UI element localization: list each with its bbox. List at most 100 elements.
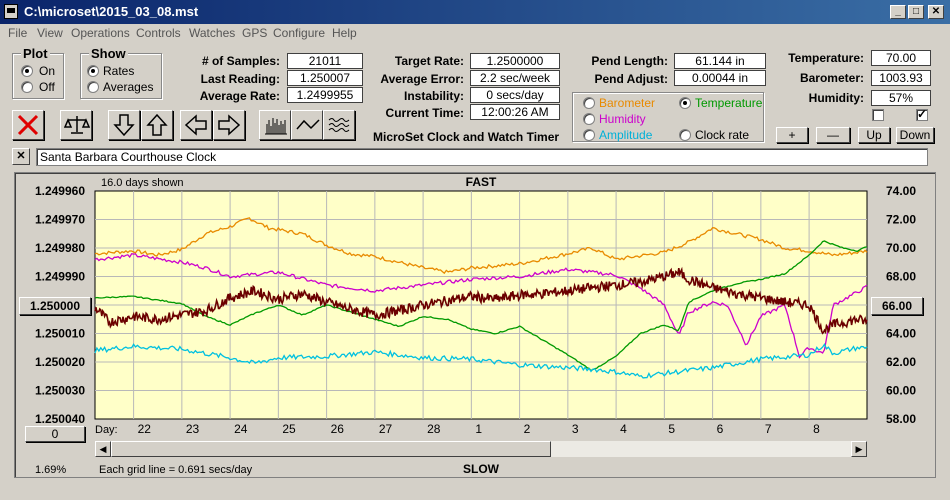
pend-length-field: 61.144 in <box>674 53 766 69</box>
red-x-icon <box>17 114 39 136</box>
left-tick-label: 1.249960 <box>35 184 85 198</box>
menu-controls[interactable]: Controls <box>136 26 181 40</box>
menu-configure[interactable]: Configure <box>273 26 326 40</box>
humidity-option-label: Humidity <box>599 112 646 126</box>
bar-view-button[interactable] <box>259 110 291 140</box>
up-button[interactable]: Up <box>858 127 890 143</box>
left-center-button[interactable]: 1.250000 <box>19 297 91 315</box>
minimize-button[interactable]: _ <box>890 5 906 19</box>
day-tick-label: 4 <box>620 422 627 436</box>
temperature-radio[interactable] <box>679 97 691 109</box>
line-view-button[interactable] <box>291 110 323 140</box>
series-line-clock-rate <box>94 266 868 335</box>
plot-on-radio[interactable] <box>21 65 33 77</box>
amplitude-option-label: Amplitude <box>599 128 653 142</box>
right-center-button[interactable]: 66.00 <box>871 297 923 315</box>
menu-help[interactable]: Help <box>332 26 357 40</box>
temperature-option-label: Temperature <box>695 96 763 110</box>
day-tick-label: 26 <box>331 422 345 436</box>
clock-name-field[interactable]: Santa Barbara Courthouse Clock <box>36 148 928 166</box>
day-tick-label: 23 <box>186 422 200 436</box>
samples-label: # of Samples: <box>201 54 280 68</box>
close-clock-button[interactable]: ✕ <box>12 148 30 165</box>
plot-off-label: Off <box>39 80 55 94</box>
arrow-down-button[interactable] <box>108 110 140 140</box>
show-averages-radio[interactable] <box>87 81 99 93</box>
day-tick-label: 24 <box>234 422 248 436</box>
wave-view-button[interactable] <box>323 110 355 140</box>
humidity-label: Humidity: <box>808 91 864 105</box>
option-checkbox-1[interactable] <box>872 109 884 121</box>
left-tick-label: 1.250010 <box>35 327 85 341</box>
menu-view[interactable]: View <box>37 26 63 40</box>
scroll-left-button[interactable]: ◀ <box>95 441 111 457</box>
minus-button[interactable]: — <box>816 127 850 143</box>
menu-file[interactable]: File <box>8 26 28 40</box>
day-axis-label: Day: <box>95 424 118 436</box>
percent-label: 1.69% <box>35 464 66 476</box>
plot-off-radio[interactable] <box>21 81 33 93</box>
fast-label: FAST <box>466 175 497 189</box>
series-line-temperature <box>94 240 868 372</box>
barometer-label: Barometer: <box>799 71 864 85</box>
day-tick-label: 1 <box>475 422 482 436</box>
day-tick-label: 22 <box>138 422 152 436</box>
arrow-left-icon <box>184 114 207 136</box>
day-tick-label: 3 <box>572 422 579 436</box>
close-button[interactable]: ✕ <box>928 5 944 19</box>
last-reading-field: 1.250007 <box>287 70 363 86</box>
right-tick-label: 72.00 <box>886 213 916 227</box>
menu-watches[interactable]: Watches <box>189 26 236 40</box>
average-error-field: 2.2 sec/week <box>470 70 560 86</box>
left-tick-label: 1.250040 <box>35 412 85 426</box>
plot-on-label: On <box>39 64 56 78</box>
day-tick-label: 27 <box>379 422 393 436</box>
option-checkbox-2[interactable] <box>916 107 928 121</box>
day-tick-label: 8 <box>813 422 820 436</box>
average-error-label: Average Error: <box>380 72 464 86</box>
left-tick-label: 1.249980 <box>35 241 85 255</box>
right-tick-label: 64.00 <box>886 327 916 341</box>
horizontal-scrollbar[interactable]: ◀ ▶ <box>95 441 867 457</box>
show-rates-radio[interactable] <box>87 65 99 77</box>
clear-button[interactable] <box>12 110 44 140</box>
scroll-right-button[interactable]: ▶ <box>851 441 867 457</box>
amplitude-radio[interactable] <box>583 129 595 141</box>
balance-button[interactable] <box>60 110 92 140</box>
scrollbar-thumb[interactable] <box>111 441 551 457</box>
pend-adjust-field: 0.00044 in <box>674 70 766 86</box>
show-averages-label: Averages <box>103 80 154 94</box>
barometer-radio[interactable] <box>583 97 595 109</box>
arrow-right-icon <box>218 114 241 136</box>
right-tick-label: 74.00 <box>886 184 916 198</box>
clock-rate-option-label: Clock rate <box>695 128 750 142</box>
arrow-up-icon <box>146 114 168 136</box>
menu-gps[interactable]: GPS <box>242 26 268 40</box>
show-group-title: Show <box>89 46 128 61</box>
grid-note-label: Each grid line = 0.691 secs/day <box>99 464 253 476</box>
arrow-right-button[interactable] <box>213 110 245 140</box>
day-tick-label: 28 <box>427 422 441 436</box>
maximize-button[interactable]: □ <box>908 5 924 19</box>
down-button[interactable]: Down <box>896 127 934 143</box>
humidity-radio[interactable] <box>583 113 595 125</box>
app-icon[interactable] <box>4 4 18 19</box>
clock-rate-radio[interactable] <box>679 129 691 141</box>
day-tick-label: 25 <box>282 422 296 436</box>
left-bottom-button[interactable]: 0 <box>25 426 85 442</box>
instability-label: Instability: <box>403 89 464 103</box>
balance-scale-icon <box>64 116 90 134</box>
right-tick-label: 62.00 <box>886 355 916 369</box>
arrow-up-button[interactable] <box>141 110 173 140</box>
right-tick-label: 68.00 <box>886 270 916 284</box>
day-tick-label: 2 <box>524 422 531 436</box>
average-rate-field: 1.2499955 <box>287 87 363 103</box>
arrow-left-button[interactable] <box>180 110 212 140</box>
barometer-option-label: Barometer <box>599 96 656 110</box>
wave-icon <box>328 118 350 132</box>
samples-field: 21011 <box>287 53 363 69</box>
plus-button[interactable]: + <box>776 127 808 143</box>
menu-operations[interactable]: Operations <box>71 26 130 40</box>
instability-field: 0 secs/day <box>470 87 560 103</box>
app-caption: MicroSet Clock and Watch Timer <box>373 130 560 144</box>
